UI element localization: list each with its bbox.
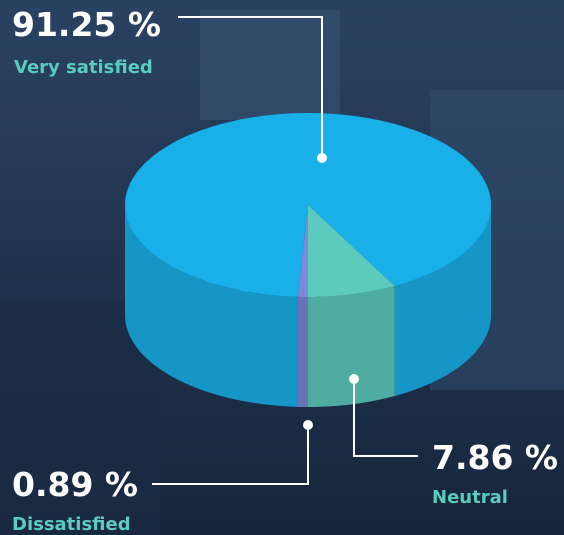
background-shape (200, 10, 340, 120)
value-label: 0.89 % (12, 465, 138, 504)
leader-line (353, 379, 418, 457)
pie-side (308, 286, 395, 407)
pie-side (125, 205, 298, 407)
leader-dot (317, 153, 327, 163)
leader-line (152, 425, 309, 485)
pie-slice (308, 205, 395, 297)
leader-dot (303, 420, 313, 430)
category-label: Very satisfied (14, 57, 153, 78)
category-label: Dissatisfied (12, 514, 131, 535)
value-label: 91.25 % (12, 5, 161, 44)
leader-dot (349, 374, 359, 384)
pie-slice (125, 113, 492, 297)
pie-slice (297, 205, 308, 297)
leader-line (178, 16, 323, 158)
pie-side (297, 296, 308, 407)
pie-side (394, 205, 491, 397)
category-label: Neutral (432, 487, 508, 508)
labels: 91.25 % Very satisfied 7.86 % Neutral 0.… (12, 5, 558, 535)
value-label: 7.86 % (432, 438, 558, 477)
pie (125, 113, 492, 407)
